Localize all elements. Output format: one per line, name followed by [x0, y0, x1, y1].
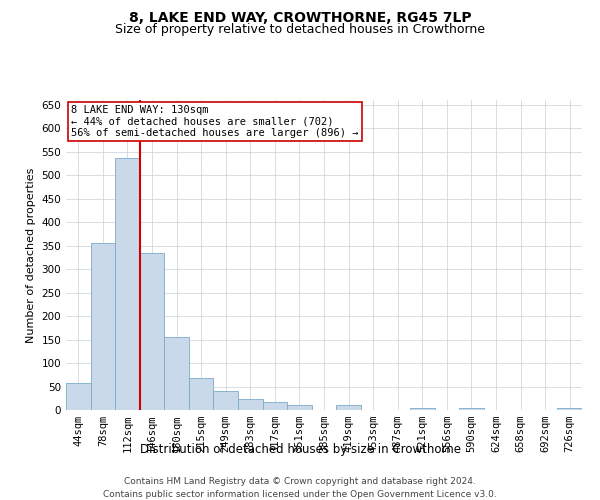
Text: Contains HM Land Registry data © Crown copyright and database right 2024.
Contai: Contains HM Land Registry data © Crown c…	[103, 478, 497, 499]
Bar	[66, 383, 91, 410]
Bar	[263, 402, 287, 410]
Bar	[189, 378, 214, 410]
Text: Size of property relative to detached houses in Crowthorne: Size of property relative to detached ho…	[115, 22, 485, 36]
Bar	[140, 252, 164, 410]
Text: Distribution of detached houses by size in Crowthorne: Distribution of detached houses by size …	[139, 444, 461, 456]
Text: 8, LAKE END WAY, CROWTHORNE, RG45 7LP: 8, LAKE END WAY, CROWTHORNE, RG45 7LP	[128, 11, 472, 25]
Bar	[410, 408, 434, 410]
Bar	[115, 158, 140, 410]
Bar	[91, 244, 115, 410]
Bar	[238, 399, 263, 410]
Bar	[459, 408, 484, 410]
Bar	[287, 406, 312, 410]
Bar	[164, 336, 189, 410]
Y-axis label: Number of detached properties: Number of detached properties	[26, 168, 36, 342]
Text: 8 LAKE END WAY: 130sqm
← 44% of detached houses are smaller (702)
56% of semi-de: 8 LAKE END WAY: 130sqm ← 44% of detached…	[71, 104, 359, 138]
Bar	[557, 408, 582, 410]
Bar	[336, 406, 361, 410]
Bar	[214, 391, 238, 410]
